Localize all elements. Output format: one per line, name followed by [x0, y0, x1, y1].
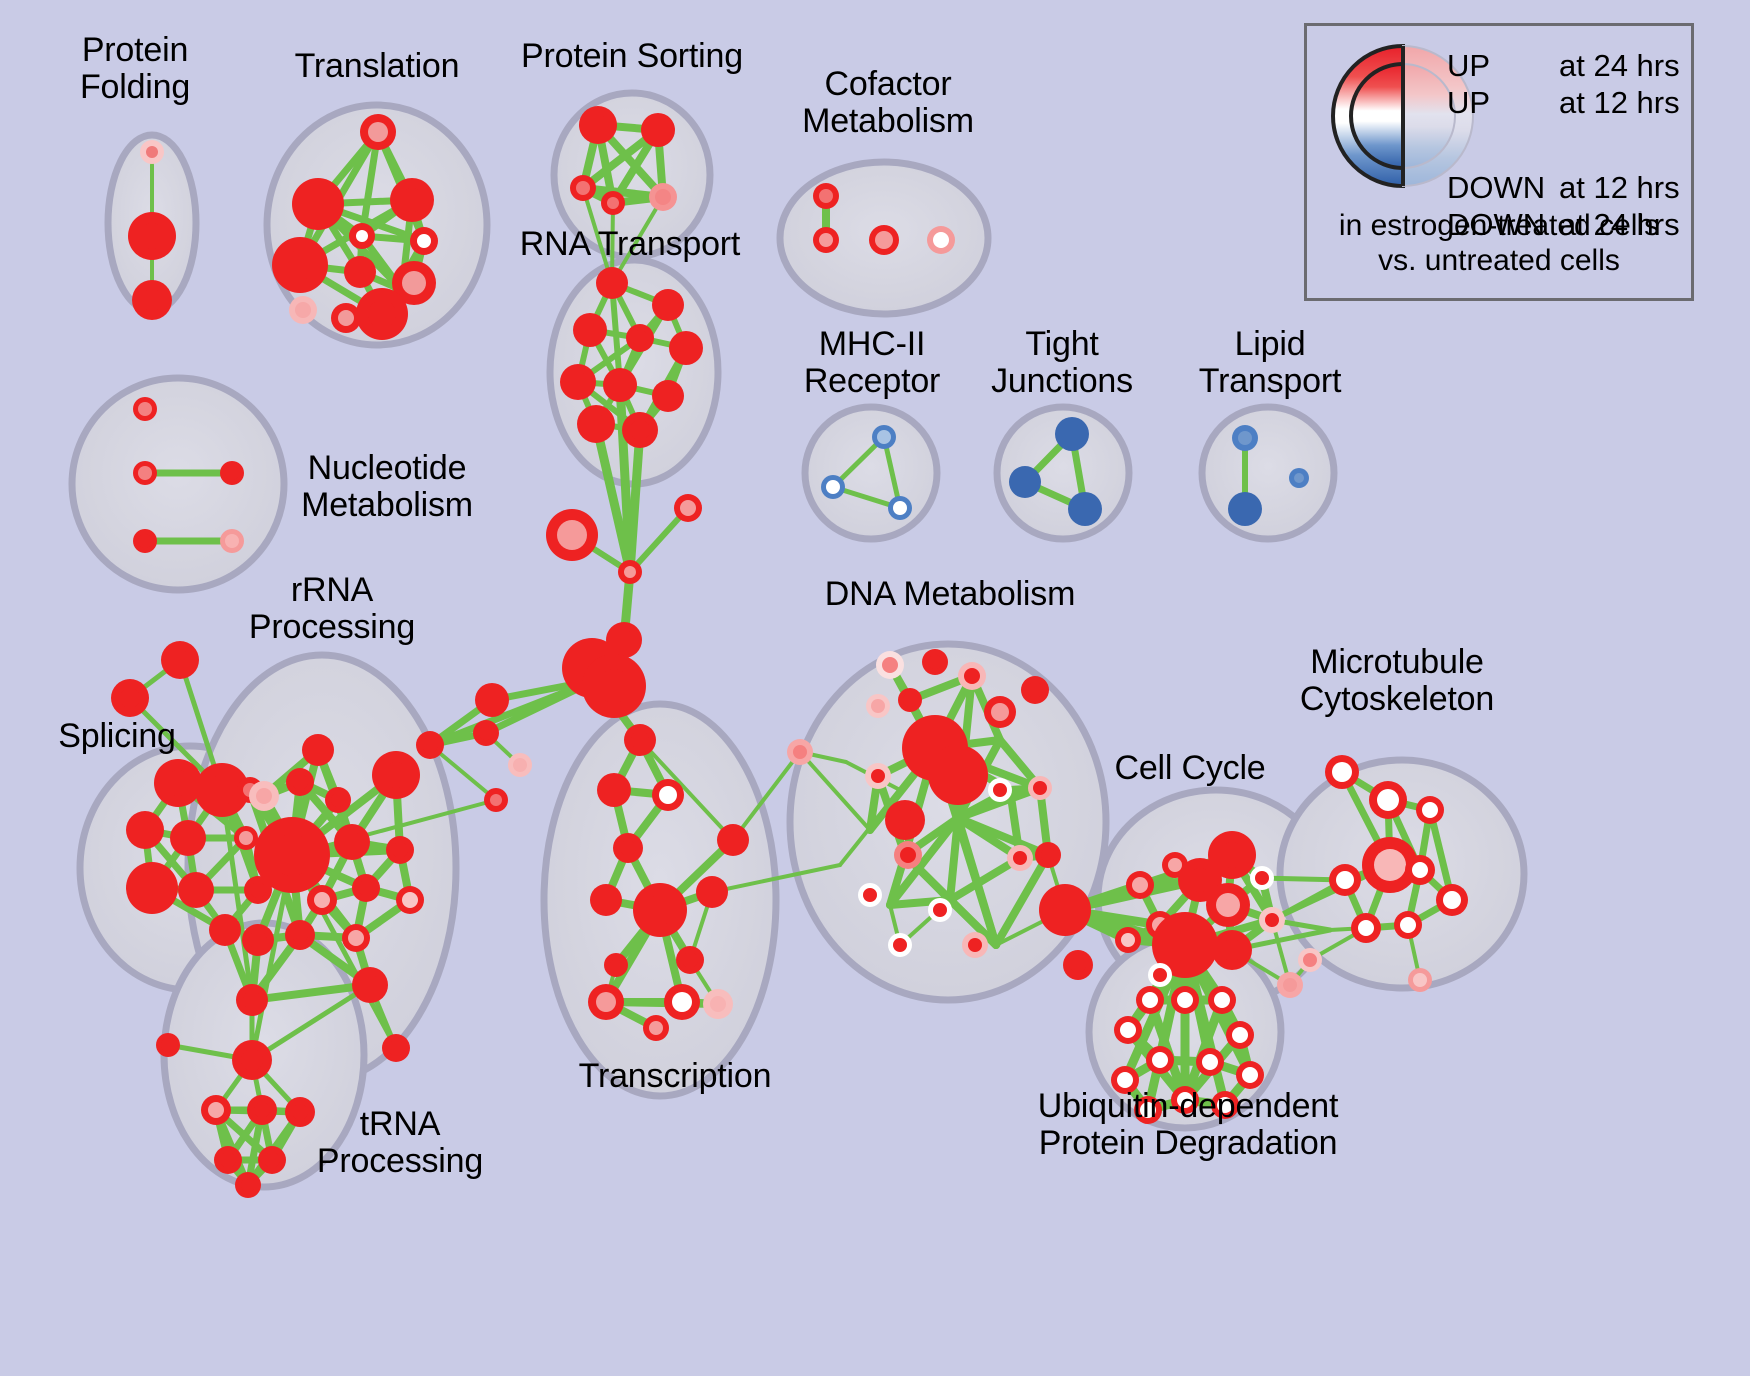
legend-footer-line1: in estrogen-treated cells [1338, 209, 1660, 242]
hull-lipid-transport [1198, 403, 1338, 543]
cluster-label-splicing: Splicing [58, 717, 176, 755]
cluster-label-protein-folding: Protein Folding [79, 31, 191, 106]
legend-direction-down-24: DOWN [1447, 207, 1546, 242]
hull-mhc-ii [801, 403, 941, 543]
legend-time-up-24: at 24 hrs [1559, 48, 1680, 83]
cluster-label-ubiquitin: Ubiquitin-dependent Protein Degradation [1037, 1087, 1339, 1162]
cluster-label-transcription: Transcription [578, 1057, 772, 1095]
legend-time-down-12: at 12 hrs [1559, 170, 1680, 205]
cluster-label-rna-transport: RNA Transport [519, 225, 741, 263]
cluster-label-dna-metabolism: DNA Metabolism [824, 575, 1076, 613]
cluster-label-lipid-transport: Lipid Transport [1198, 325, 1342, 400]
hull-nucleotide-metabolism [68, 374, 288, 594]
legend-row-up-12: UP at 12 hrs [1447, 85, 1680, 122]
legend-rows: UP at 24 hrs UP at 12 hrs DOWN at 12 hrs… [1447, 48, 1680, 244]
cluster-label-translation: Translation [294, 47, 460, 85]
cluster-label-rrna-processing: rRNA Processing [248, 571, 416, 646]
cluster-label-mhc-ii-receptor: MHC-II Receptor [803, 325, 941, 400]
cluster-label-cell-cycle: Cell Cycle [1114, 749, 1266, 787]
legend-footer-line2: vs. untreated cells [1378, 244, 1620, 278]
legend-box: UP at 24 hrs UP at 12 hrs DOWN at 12 hrs… [1304, 23, 1694, 301]
legend-footer: in estrogen-treated cells vs. untreated … [1307, 208, 1691, 279]
legend-direction-up-24: UP [1447, 48, 1491, 83]
cluster-label-nucleotide-metabolism: Nucleotide Metabolism [301, 449, 473, 524]
legend-time-up-12: at 12 hrs [1559, 85, 1680, 120]
cluster-label-microtubule: Microtubule Cytoskeleton [1299, 643, 1495, 718]
legend-color-swatch [1331, 43, 1474, 189]
legend-row-up-24: UP at 24 hrs [1447, 48, 1680, 85]
cluster-label-protein-sorting: Protein Sorting [521, 37, 743, 75]
node-layer [111, 106, 1468, 1198]
legend-time-down-24: at 24 hrs [1559, 207, 1680, 242]
legend-row-down-24: DOWN at 24 hrs [1447, 207, 1680, 244]
cluster-label-trna-processing: tRNA Processing [316, 1105, 484, 1180]
legend-row-down-12: DOWN at 12 hrs [1447, 170, 1680, 207]
legend-direction-up-12: UP [1447, 85, 1491, 120]
legend-direction-down-12: DOWN [1447, 170, 1546, 205]
cluster-label-tight-junctions: Tight Junctions [991, 325, 1133, 400]
cluster-label-cofactor-metabolism: Cofactor Metabolism [802, 65, 974, 140]
